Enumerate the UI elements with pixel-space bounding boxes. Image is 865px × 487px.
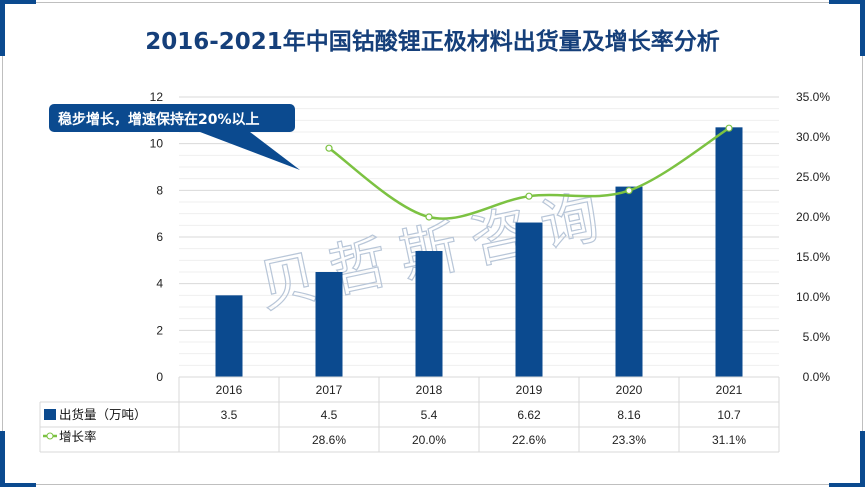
- left-axis-tick: 12: [150, 90, 164, 104]
- left-axis-tick: 8: [156, 183, 163, 197]
- bar-value-label: 8.16: [617, 408, 641, 422]
- line-marker: [325, 144, 333, 152]
- bar: [615, 186, 643, 377]
- line-marker: [725, 124, 733, 132]
- category-label: 2016: [216, 383, 243, 397]
- right-axis-tick: 15.0%: [796, 250, 830, 264]
- corner-bracket: [0, 483, 36, 487]
- category-label: 2021: [716, 383, 743, 397]
- right-axis-tick: 10.0%: [796, 290, 830, 304]
- bar: [515, 222, 543, 377]
- bar: [715, 127, 743, 377]
- category-label: 2020: [616, 383, 643, 397]
- callout-text: 稳步增长，增速保持在20%以上: [58, 111, 260, 128]
- line-marker: [525, 192, 533, 200]
- legend-line-marker: [46, 432, 54, 440]
- bar-value-label: 4.5: [321, 408, 338, 422]
- corner-bracket: [0, 0, 36, 4]
- category-label: 2018: [416, 383, 443, 397]
- bar-value-label: 10.7: [717, 408, 741, 422]
- corner-bracket: [860, 0, 865, 56]
- legend-bar-label: 出货量（万吨）: [59, 407, 147, 422]
- line-marker: [425, 213, 433, 221]
- corner-bracket: [0, 0, 5, 56]
- corner-bracket: [860, 431, 865, 487]
- legend-line-label: 增长率: [59, 429, 97, 444]
- category-label: 2019: [516, 383, 543, 397]
- right-axis-tick: 25.0%: [796, 170, 830, 184]
- bar-value-label: 5.4: [421, 408, 438, 422]
- bar: [215, 295, 243, 377]
- corner-bracket: [0, 431, 5, 487]
- line-marker: [625, 187, 633, 195]
- right-axis-tick: 0.0%: [803, 370, 831, 384]
- left-axis-tick: 10: [150, 137, 164, 151]
- growth-value-label: 20.0%: [412, 433, 446, 447]
- right-axis-tick: 5.0%: [803, 330, 831, 344]
- bar: [315, 272, 343, 377]
- bar-value-label: 3.5: [221, 408, 238, 422]
- left-axis-tick: 2: [156, 323, 163, 337]
- right-axis-tick: 35.0%: [796, 90, 830, 104]
- right-axis-tick: 20.0%: [796, 210, 830, 224]
- growth-value-label: 28.6%: [312, 433, 346, 447]
- growth-value-label: 31.1%: [712, 433, 746, 447]
- left-axis-tick: 4: [156, 277, 163, 291]
- growth-value-label: 22.6%: [512, 433, 546, 447]
- bar-value-label: 6.62: [517, 408, 541, 422]
- right-axis-tick: 30.0%: [796, 130, 830, 144]
- left-axis-tick: 0: [156, 370, 163, 384]
- left-axis-tick: 6: [156, 230, 163, 244]
- corner-bracket: [829, 483, 865, 487]
- bar: [415, 251, 443, 377]
- growth-value-label: 23.3%: [612, 433, 646, 447]
- chart-title: 2016-2021年中国钴酸锂正极材料出货量及增长率分析: [145, 29, 720, 55]
- callout-box: [49, 104, 300, 170]
- corner-bracket: [829, 0, 865, 4]
- category-label: 2017: [316, 383, 343, 397]
- legend-bar-icon: [44, 409, 56, 420]
